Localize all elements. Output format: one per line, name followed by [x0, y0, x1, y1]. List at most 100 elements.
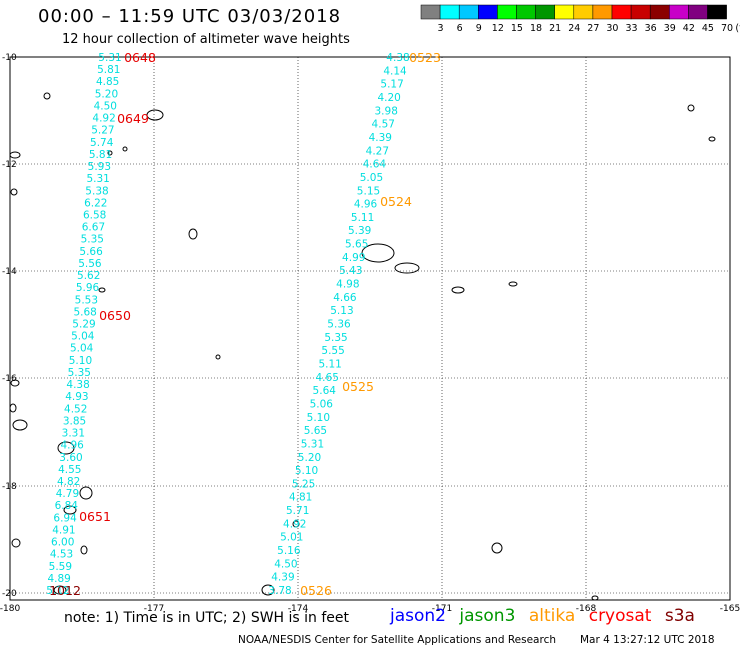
note-text: note: 1) Time is in UTC; 2) SWH is in fe…	[64, 610, 350, 626]
wave-height-value: 5.38	[85, 185, 108, 197]
pass-time-label: 0526	[300, 583, 332, 598]
y-tick-label: -16	[2, 374, 17, 384]
scale-label: 15	[511, 23, 523, 34]
wave-height-value: 4.65	[316, 372, 339, 384]
island-outline	[98, 287, 106, 293]
wave-height-value: 4.89	[47, 573, 70, 585]
y-tick-label: -10	[2, 53, 17, 63]
wave-height-value: 5.11	[351, 212, 374, 224]
island-outline	[11, 538, 21, 548]
wave-height-value: 5.66	[79, 246, 103, 258]
map-subtitle: 12 hour collection of altimeter wave hei…	[62, 32, 350, 47]
wave-height-value: 4.96	[354, 199, 378, 211]
legend-cryosat: cryosat	[588, 606, 652, 626]
island-outline	[261, 584, 275, 596]
y-tick-label: -12	[2, 160, 17, 170]
x-tick-label: -177	[144, 604, 164, 614]
map-title: 00:00 – 11:59 UTC 03/03/2018	[38, 6, 342, 27]
scale-label: 6	[457, 23, 463, 34]
x-tick-label: -174	[288, 604, 309, 614]
wave-height-value: 4.79	[56, 488, 79, 500]
wave-height-value: 5.17	[380, 79, 403, 91]
scale-label: 18	[530, 23, 542, 34]
wave-height-value: 5.64	[313, 385, 337, 397]
wave-height-value: 4.55	[58, 464, 81, 476]
wave-height-value: 5.31	[98, 52, 121, 64]
pass-time-label: 0649	[117, 111, 149, 126]
island-outline	[80, 545, 88, 555]
x-tick-label: -171	[432, 604, 452, 614]
generation-timestamp: Mar 4 13:27:12 UTC 2018	[580, 634, 715, 646]
wave-height-value: 5.39	[348, 225, 371, 237]
wave-height-value: 4.50	[274, 558, 297, 570]
scale-label: 36	[645, 23, 657, 34]
wave-height-value: 5.10	[295, 465, 318, 477]
island-outline	[146, 109, 164, 121]
y-tick-label: -20	[2, 589, 17, 599]
scale-label: 42	[683, 23, 695, 34]
scale-label: 70	[721, 23, 733, 34]
legend-jason3: jason3	[459, 606, 516, 626]
wave-height-value: 5.04	[71, 331, 95, 343]
island-outline	[107, 150, 113, 156]
scale-label: 33	[626, 23, 638, 34]
pass-time-label: 1012	[49, 583, 81, 598]
wave-height-value: 4.82	[57, 476, 80, 488]
pass-time-label: 0648	[124, 50, 156, 65]
wave-height-value: 4.38	[386, 52, 409, 64]
island-outline	[708, 136, 716, 142]
satellite-legend: jason2 jason3 altika cryosat s3a	[390, 606, 703, 626]
wave-height-value: 5.35	[68, 367, 91, 379]
wave-height-value: 4.99	[342, 252, 365, 264]
scale-unit: (ft)	[735, 23, 740, 34]
pass-time-label: 0524	[380, 194, 412, 209]
y-tick-label: -14	[2, 267, 17, 277]
wave-height-value: 4.92	[92, 113, 115, 125]
scale-label: 12	[492, 23, 504, 34]
wave-height-value: 5.35	[81, 234, 104, 246]
wave-height-value: 5.96	[76, 282, 100, 294]
wave-height-value: 5.15	[357, 185, 380, 197]
scale-swatch	[707, 4, 727, 20]
wave-height-value: 5.16	[277, 545, 301, 557]
island-outline	[43, 92, 51, 100]
wave-height-value: 4.39	[271, 572, 294, 584]
wave-height-value: 5.06	[310, 398, 334, 410]
wave-height-value: 5.05	[360, 172, 383, 184]
wave-height-value: 3.85	[63, 415, 86, 427]
wave-height-value: 4.93	[65, 391, 88, 403]
wave-height-value: 4.20	[377, 92, 400, 104]
wave-height-value: 5.81	[89, 149, 112, 161]
pass-time-label: 0525	[342, 379, 374, 394]
island-outline	[687, 104, 695, 112]
wave-height-value: 5.71	[286, 505, 309, 517]
wave-height-value: 5.20	[95, 88, 118, 100]
island-outline	[10, 188, 18, 196]
island-outline	[591, 595, 599, 601]
wave-height-value: 4.50	[94, 100, 117, 112]
wave-height-value: 6.22	[84, 197, 107, 209]
wave-height-value: 6.67	[82, 222, 105, 234]
wave-height-value: 4.81	[289, 492, 312, 504]
wave-height-value: 5.43	[339, 265, 362, 277]
island-outline	[361, 243, 395, 263]
wave-height-value: 3.60	[59, 452, 82, 464]
wave-height-value: 5.65	[345, 239, 368, 251]
island-outline	[394, 262, 420, 274]
island-outline	[491, 542, 503, 554]
scale-label: 45	[702, 23, 714, 34]
island-outline	[9, 151, 21, 159]
island-outline	[10, 379, 20, 387]
wave-height-value: 5.59	[49, 561, 72, 573]
wave-height-value: 4.98	[336, 279, 359, 291]
wave-height-value: 4.92	[283, 518, 306, 530]
island-outline	[12, 419, 28, 431]
wave-height-value: 6.58	[83, 209, 106, 221]
wave-height-value: 5.31	[301, 438, 324, 450]
scale-label: 21	[549, 23, 561, 34]
legend-altika: altika	[528, 606, 576, 626]
wave-height-value: 5.29	[72, 319, 95, 331]
wave-height-value: 5.20	[298, 452, 321, 464]
